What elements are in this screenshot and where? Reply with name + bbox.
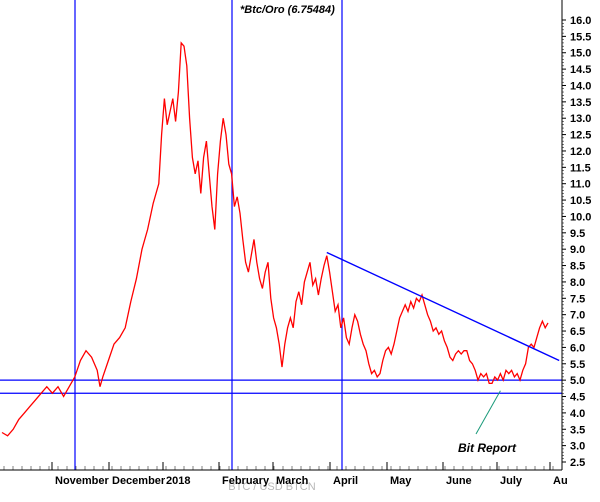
y-tick-label: 3.5 [570, 424, 585, 436]
y-tick-label: 7.5 [570, 293, 585, 305]
y-tick-label: 5.0 [570, 375, 585, 387]
y-tick-label: 16.0 [570, 15, 591, 27]
y-tick-label: 4.0 [570, 408, 585, 420]
y-tick-label: 14.0 [570, 80, 591, 92]
y-tick-label: 11.5 [570, 162, 591, 174]
y-tick-label: 13.5 [570, 97, 591, 109]
x-tick-label: June [446, 475, 472, 487]
y-tick-label: 3.0 [570, 441, 585, 453]
y-tick-label: 10.0 [570, 211, 591, 223]
x-tick-label: December [112, 475, 166, 487]
trendline [326, 251, 560, 362]
x-tick-label: February [222, 475, 270, 487]
horizontal-support-lines [0, 379, 562, 394]
y-tick-label: 12.5 [570, 130, 591, 142]
y-tick-label: 14.5 [570, 64, 591, 76]
y-tick-label: 9.0 [570, 244, 585, 256]
y-tick-label: 13.0 [570, 113, 591, 125]
y-axis: 2.5 3.0 3.5 4.0 4.5 5.0 5.5 6.0 6.5 7.0 7.5 8.0 8.5 9… [561, 0, 591, 470]
annotation-label: Bit Report [458, 441, 517, 455]
x-tick-label: April [333, 475, 358, 487]
y-tick-label: 8.0 [570, 277, 585, 289]
y-tick-label: 8.5 [570, 261, 585, 273]
annotation-pointer [475, 390, 501, 435]
x-tick-label: May [390, 475, 412, 487]
y-tick-label: 4.5 [570, 392, 585, 404]
x-tick-label: November [55, 475, 110, 487]
chart-title: *Btc/Oro (6.75484) [240, 4, 335, 16]
x-tick-label: 2018 [166, 475, 190, 487]
y-tick-label: 11.0 [570, 179, 591, 191]
x-tick-label: July [500, 475, 523, 487]
y-tick-label: 7.0 [570, 310, 585, 322]
vertical-marker-lines [74, 0, 343, 470]
price-series-line [1, 41, 549, 437]
watermark: BTC / USD BTCN [228, 481, 315, 493]
y-tick-label: 2.5 [570, 457, 585, 469]
y-tick-label: 10.5 [570, 195, 591, 207]
y-tick-label: 15.0 [570, 48, 591, 60]
y-tick-label: 5.5 [570, 359, 585, 371]
y-tick-label: 9.5 [570, 228, 585, 240]
y-tick-label: 6.5 [570, 326, 585, 338]
y-tick-label: 15.5 [570, 31, 591, 43]
y-tick-label: 12.0 [570, 146, 591, 158]
x-tick-label: Au [553, 475, 568, 487]
x-axis: November December 2018 February March April Ma… [0, 462, 568, 487]
y-tick-label: 6.0 [570, 342, 585, 354]
x-tick-label: March [276, 475, 309, 487]
